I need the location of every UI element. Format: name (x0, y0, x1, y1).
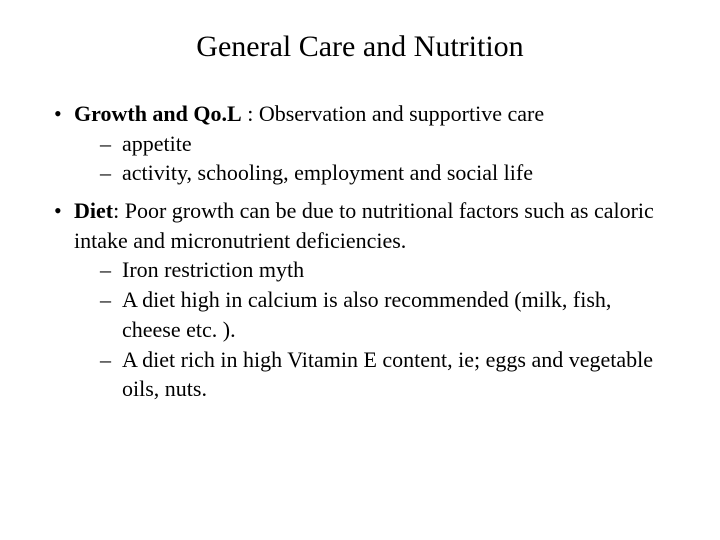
sub-item: activity, schooling, employment and soci… (74, 158, 670, 188)
sub-item: appetite (74, 129, 670, 159)
sub-item: A diet rich in high Vitamin E content, i… (74, 345, 670, 404)
rest-text: Observation and supportive care (259, 101, 544, 126)
lead-text: Diet (74, 198, 113, 223)
list-item: Diet: Poor growth can be due to nutritio… (50, 196, 670, 404)
list-item: Growth and Qo.L : Observation and suppor… (50, 99, 670, 188)
separator: : (113, 198, 125, 223)
main-list: Growth and Qo.L : Observation and suppor… (50, 99, 670, 404)
rest-text: Poor growth can be due to nutritional fa… (74, 198, 654, 253)
separator: : (242, 101, 259, 126)
sub-list: Iron restriction myth A diet high in cal… (74, 255, 670, 403)
sub-list: appetite activity, schooling, employment… (74, 129, 670, 188)
sub-item: A diet high in calcium is also recommend… (74, 285, 670, 344)
lead-text: Growth and Qo.L (74, 101, 242, 126)
sub-item: Iron restriction myth (74, 255, 670, 285)
slide-title: General Care and Nutrition (50, 30, 670, 64)
